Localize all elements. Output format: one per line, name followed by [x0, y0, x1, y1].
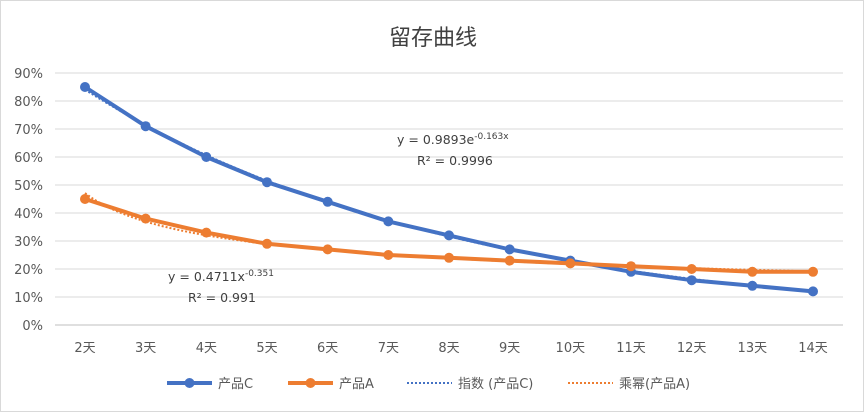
data-point[interactable] [808, 286, 818, 297]
y-tick-label: 40% [14, 207, 43, 222]
series-product-c [80, 82, 818, 297]
y-tick-label: 0% [22, 319, 43, 334]
data-point[interactable] [444, 252, 454, 263]
data-point[interactable] [444, 230, 454, 241]
x-tick-label: 11天 [616, 341, 646, 356]
data-point[interactable] [262, 238, 272, 249]
data-point[interactable] [808, 266, 818, 277]
y-tick-label: 60% [14, 151, 43, 166]
x-tick-label: 2天 [74, 341, 95, 356]
chart-title: 留存曲线 [389, 26, 477, 51]
trendline-equation-product-a: y = 0.4711x-0.351 R² = 0.991 [168, 269, 274, 305]
y-tick-label: 10% [14, 291, 43, 306]
svg-text:y = 0.9893e-0.163x: y = 0.9893e-0.163x [397, 132, 509, 147]
data-point[interactable] [747, 266, 758, 277]
svg-text:y = 0.4711x-0.351: y = 0.4711x-0.351 [168, 269, 274, 284]
trendline-equation-product-c: y = 0.9893e-0.163x R² = 0.9996 [397, 132, 509, 168]
x-tick-label: 5天 [256, 341, 277, 356]
data-point[interactable] [747, 280, 758, 291]
legend-label-trend-a: 乘幂(产品A) [619, 377, 690, 392]
y-tick-label: 20% [14, 263, 43, 278]
data-point[interactable] [201, 227, 212, 238]
legend-label-product-c: 产品C [218, 377, 253, 392]
x-tick-label: 7天 [378, 341, 399, 356]
data-point[interactable] [201, 152, 212, 162]
y-tick-label: 80% [14, 95, 43, 110]
data-point[interactable] [565, 258, 576, 269]
legend-item-trend-a[interactable]: 乘幂(产品A) [568, 377, 690, 392]
data-point[interactable] [140, 121, 151, 132]
legend-item-product-c[interactable]: 产品C [167, 377, 253, 392]
x-tick-label: 6天 [317, 341, 338, 356]
data-point[interactable] [504, 255, 515, 266]
x-tick-label: 4天 [196, 341, 217, 356]
data-point[interactable] [322, 196, 333, 207]
equation-c-text: y = 0.9893e [397, 132, 475, 147]
y-tick-label: 30% [14, 235, 43, 250]
x-tick-label: 12天 [677, 341, 707, 356]
data-point[interactable] [504, 244, 515, 255]
equation-c-exponent: -0.163x [474, 132, 509, 142]
y-axis-tick-labels: 0% 10% 20% 30% 40% 50% 60% 70% 80% 90% [14, 67, 43, 334]
data-point[interactable] [383, 216, 394, 227]
data-point[interactable] [80, 82, 90, 92]
data-point[interactable] [140, 213, 151, 224]
y-tick-label: 90% [14, 67, 43, 82]
gridlines [55, 72, 843, 326]
equation-a-text: y = 0.4711x [168, 269, 245, 284]
x-tick-label: 14天 [798, 341, 828, 356]
r2-a-text: R² = 0.991 [188, 290, 256, 305]
data-point[interactable] [322, 244, 333, 255]
legend-label-trend-c: 指数 (产品C) [458, 377, 533, 392]
legend-label-product-a: 产品A [339, 377, 374, 392]
legend: 产品C 产品A 指数 (产品C) 乘幂(产品A) [167, 377, 690, 392]
series-product-a [80, 194, 818, 277]
y-tick-label: 70% [14, 123, 43, 138]
data-point[interactable] [686, 264, 697, 274]
x-tick-label: 3天 [135, 341, 156, 356]
x-tick-label: 8天 [438, 341, 459, 356]
x-axis-tick-labels: 2天 3天 4天 5天 6天 7天 8天 9天 10天 11天 12天 13天 14天 [74, 341, 827, 356]
data-point[interactable] [80, 194, 90, 204]
data-point[interactable] [686, 275, 697, 286]
data-point[interactable] [262, 177, 272, 188]
legend-marker-product-c [184, 378, 195, 388]
legend-item-product-a[interactable]: 产品A [288, 377, 374, 392]
r2-c-text: R² = 0.9996 [417, 153, 493, 168]
data-series [80, 82, 818, 297]
equation-a-exponent: -0.351 [245, 269, 274, 279]
x-tick-label: 13天 [738, 341, 768, 356]
y-tick-label: 50% [14, 179, 43, 194]
data-point[interactable] [383, 250, 394, 260]
x-tick-label: 9天 [499, 341, 520, 356]
legend-marker-product-a [305, 378, 316, 388]
data-point[interactable] [626, 261, 636, 272]
x-tick-label: 10天 [556, 341, 586, 356]
legend-item-trend-c[interactable]: 指数 (产品C) [407, 377, 533, 392]
